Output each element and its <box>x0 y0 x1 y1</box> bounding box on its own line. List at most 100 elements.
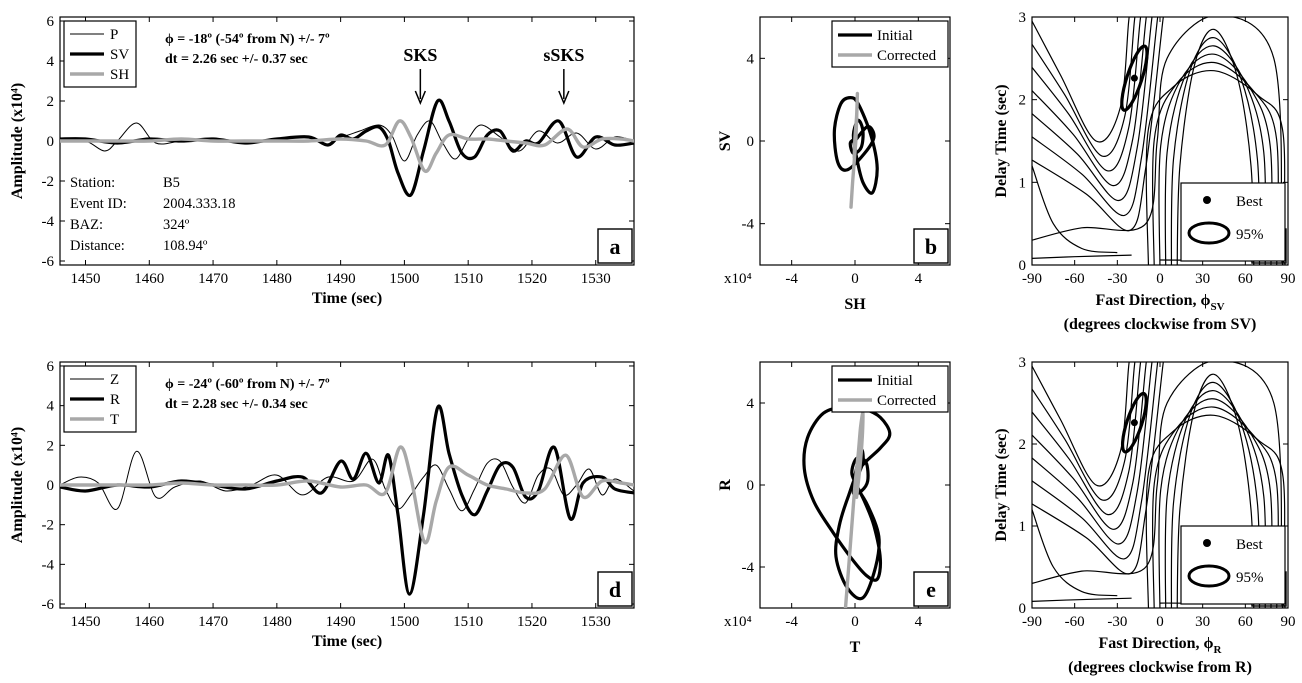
xtick-label-a-2: 1470 <box>198 271 228 287</box>
ytick-label-d-4: 2 <box>47 438 55 454</box>
xtick-label-c-4: 30 <box>1195 271 1210 287</box>
ci95-ellipse-f <box>1120 391 1148 454</box>
xtick-label-a-6: 1510 <box>453 271 483 287</box>
y-axis-title-a: Amplitude (x10⁴) <box>9 83 26 199</box>
x-axis-title-f: Fast Direction, ϕR <box>1099 635 1223 656</box>
legend-label-ci-f: 95% <box>1236 570 1264 586</box>
xtick-label-d-1: 1460 <box>134 614 164 630</box>
xtick-label-f-1: -60 <box>1065 614 1085 630</box>
panel-label-a: a <box>610 234 621 259</box>
ytick-label-d-5: 4 <box>47 399 55 415</box>
contour-left-6 <box>1032 17 1164 232</box>
xtick-label-b-2: 4 <box>915 271 923 287</box>
ytick-label-c-2: 2 <box>1019 93 1027 109</box>
contour-right-0 <box>1176 373 1255 608</box>
contour-bottom <box>1032 597 1132 602</box>
station-info-label-3: Distance: <box>70 238 125 254</box>
y-axis-title-d: Amplitude (x10⁴) <box>9 427 26 543</box>
xtick-label-f-5: 60 <box>1238 614 1253 630</box>
annotation-dt-d: dt = 2.28 sec +/- 0.34 sec <box>165 397 308 412</box>
xtick-label-e-1: 0 <box>851 614 859 630</box>
xtick-label-d-4: 1490 <box>326 614 356 630</box>
legend-label-a-sv: SV <box>110 47 129 63</box>
series-line-d-r <box>60 404 634 596</box>
series-line-d-t <box>60 445 634 545</box>
station-info-label-1: Event ID: <box>70 196 127 212</box>
ytick-label-a-5: 4 <box>47 54 55 70</box>
xtick-label-c-3: 0 <box>1156 271 1164 287</box>
phase-label-ssks: sSKS <box>543 45 584 65</box>
legend-box-f <box>1180 525 1286 605</box>
legend-label-ci-c: 95% <box>1236 227 1264 243</box>
station-info-value-2: 324º <box>163 217 190 233</box>
station-info-value-0: B5 <box>163 175 180 191</box>
scale-label-b: x10⁴ <box>724 271 752 287</box>
xtick-label-b-1: 0 <box>851 271 859 287</box>
contour-left-6 <box>1032 362 1164 575</box>
xtick-label-c-2: -30 <box>1107 271 1127 287</box>
xtick-label-a-0: 1450 <box>71 271 101 287</box>
panel-d: 1450 1460 1470 1480 1490 1500 1510 1520 1530 -6 -4… <box>9 359 635 650</box>
legend-label-b-1: Corrected <box>877 48 937 64</box>
panel-label-box-b <box>913 228 949 264</box>
ytick-label-b-1: 0 <box>747 134 755 150</box>
legend-label-d-t: T <box>110 412 119 428</box>
panel-label-box-e <box>913 571 949 607</box>
annotation-phi-d: ϕ = -24º (-60º from N) +/- 7º <box>165 377 330 392</box>
x-axis-title-c: Fast Direction, ϕSV <box>1095 292 1224 313</box>
xtick-label-a-4: 1490 <box>326 271 356 287</box>
xtick-label-c-6: 90 <box>1281 271 1296 287</box>
y-axis-title-e: R <box>717 479 734 491</box>
xtick-label-d-0: 1450 <box>71 614 101 630</box>
ytick-label-d-2: -2 <box>42 518 55 534</box>
contour-right-2 <box>1164 390 1267 608</box>
panel-label-box-d <box>597 571 633 607</box>
panel-label-d: d <box>609 577 621 602</box>
contour-left-5 <box>1032 362 1159 560</box>
xtick-label-e-2: 4 <box>915 614 923 630</box>
station-info-label-0: Station: <box>70 175 115 191</box>
series-line-b-corrected <box>849 91 860 209</box>
contour-left-0 <box>1032 17 1130 143</box>
contour-right-1 <box>1170 381 1261 608</box>
legend-label-d-r: R <box>110 392 120 408</box>
contour-low-left <box>1032 165 1118 254</box>
legend-best-marker-c <box>1203 196 1211 204</box>
contour-left-3 <box>1032 362 1147 530</box>
ytick-label-f-0: 0 <box>1019 601 1027 617</box>
xtick-label-a-7: 1520 <box>517 271 547 287</box>
ytick-label-d-1: -4 <box>42 557 55 573</box>
xtick-label-e-0: -4 <box>785 614 798 630</box>
legend-box-c <box>1180 182 1286 262</box>
phase-arrowhead-ssks <box>558 90 570 105</box>
ytick-label-f-3: 3 <box>1019 355 1027 371</box>
x-axis-title-b: SH <box>844 296 866 313</box>
legend-label-a-p: P <box>110 27 118 43</box>
legend-label-e-1: Corrected <box>877 393 937 409</box>
xtick-label-f-4: 30 <box>1195 614 1210 630</box>
x-axis-subtitle-c: (degrees clockwise from SV) <box>1064 316 1257 333</box>
ytick-label-e-1: 0 <box>747 478 755 494</box>
legend-label-best-f: Best <box>1236 537 1264 553</box>
contour-left-4 <box>1032 17 1153 202</box>
ytick-label-f-2: 2 <box>1019 437 1027 453</box>
xtick-label-d-5: 1500 <box>389 614 419 630</box>
xtick-label-a-3: 1480 <box>262 271 292 287</box>
legend-ci-ellipse-c <box>1187 221 1231 245</box>
contour-left-1 <box>1032 17 1136 157</box>
series-line-a-sv <box>60 98 634 198</box>
contour-left-2 <box>1032 17 1142 172</box>
ytick-label-a-6: 6 <box>47 14 55 30</box>
ytick-label-d-0: -6 <box>42 597 55 613</box>
y-axis-title-f: Delay Time (sec) <box>993 428 1010 541</box>
y-axis-title-c: Delay Time (sec) <box>993 84 1010 197</box>
contour-bottom <box>1032 254 1132 259</box>
ytick-label-a-2: -2 <box>42 174 55 190</box>
ytick-label-f-1: 1 <box>1019 519 1027 535</box>
contour-right-5 <box>1145 70 1286 265</box>
x-axis-subtitle-f: (degrees clockwise from R) <box>1068 659 1252 676</box>
phase-label-sks: SKS <box>403 45 437 65</box>
xtick-label-c-0: -90 <box>1022 271 1042 287</box>
panel-f: -90-60-3003060900123fBest95%Fast Directi… <box>993 355 1296 676</box>
